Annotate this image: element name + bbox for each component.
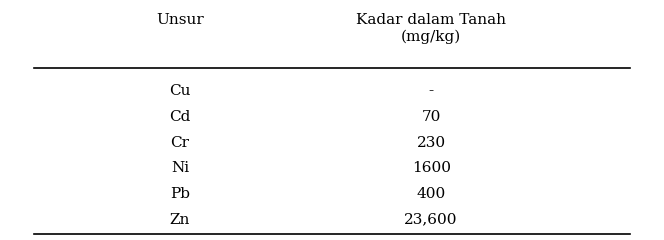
Text: 400: 400 [416, 187, 446, 201]
Text: 1600: 1600 [412, 161, 451, 175]
Text: Pb: Pb [170, 187, 190, 201]
Text: Kadar dalam Tanah
(mg/kg): Kadar dalam Tanah (mg/kg) [356, 13, 506, 44]
Text: Unsur: Unsur [156, 13, 204, 27]
Text: 23,600: 23,600 [404, 212, 458, 227]
Text: -: - [429, 84, 434, 98]
Text: 70: 70 [422, 110, 441, 124]
Text: Cd: Cd [169, 110, 191, 124]
Text: Zn: Zn [170, 212, 190, 227]
Text: Ni: Ni [171, 161, 189, 175]
Text: 230: 230 [416, 136, 446, 150]
Text: Cr: Cr [171, 136, 189, 150]
Text: Cu: Cu [169, 84, 191, 98]
